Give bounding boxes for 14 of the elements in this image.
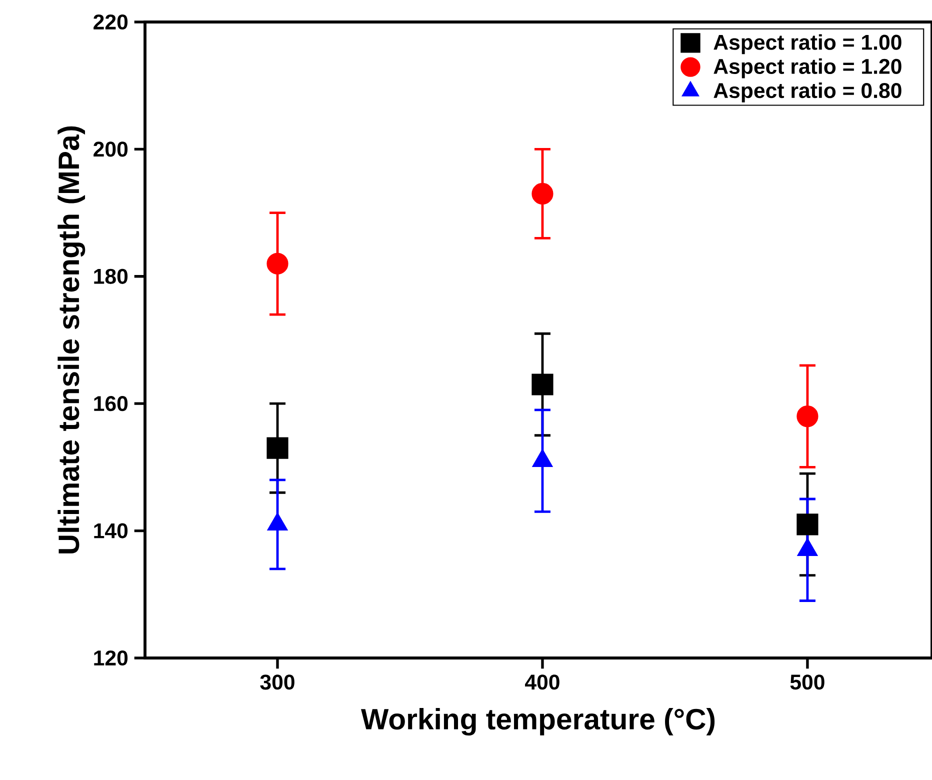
y-axis-title: Ultimate tensile strength (MPa) xyxy=(58,126,86,554)
y-tick-label: 140 xyxy=(94,523,128,538)
legend-label: Aspect ratio = 0.80 xyxy=(714,82,902,102)
legend-label: Aspect ratio = 1.20 xyxy=(714,58,902,78)
y-tick-label: 120 xyxy=(94,650,128,666)
x-tick-label: 300 xyxy=(260,674,294,690)
x-tick-label: 500 xyxy=(790,674,824,690)
y-tick-label: 200 xyxy=(94,142,128,157)
x-tick-label: 400 xyxy=(524,674,560,690)
y-tick-label: 180 xyxy=(94,268,128,284)
y-tick-label: 160 xyxy=(94,396,128,412)
y-tick-label: 220 xyxy=(94,14,128,30)
legend-label: Aspect ratio = 1.00 xyxy=(714,34,902,54)
x-axis-title: Working temperature (°C) xyxy=(360,708,715,736)
